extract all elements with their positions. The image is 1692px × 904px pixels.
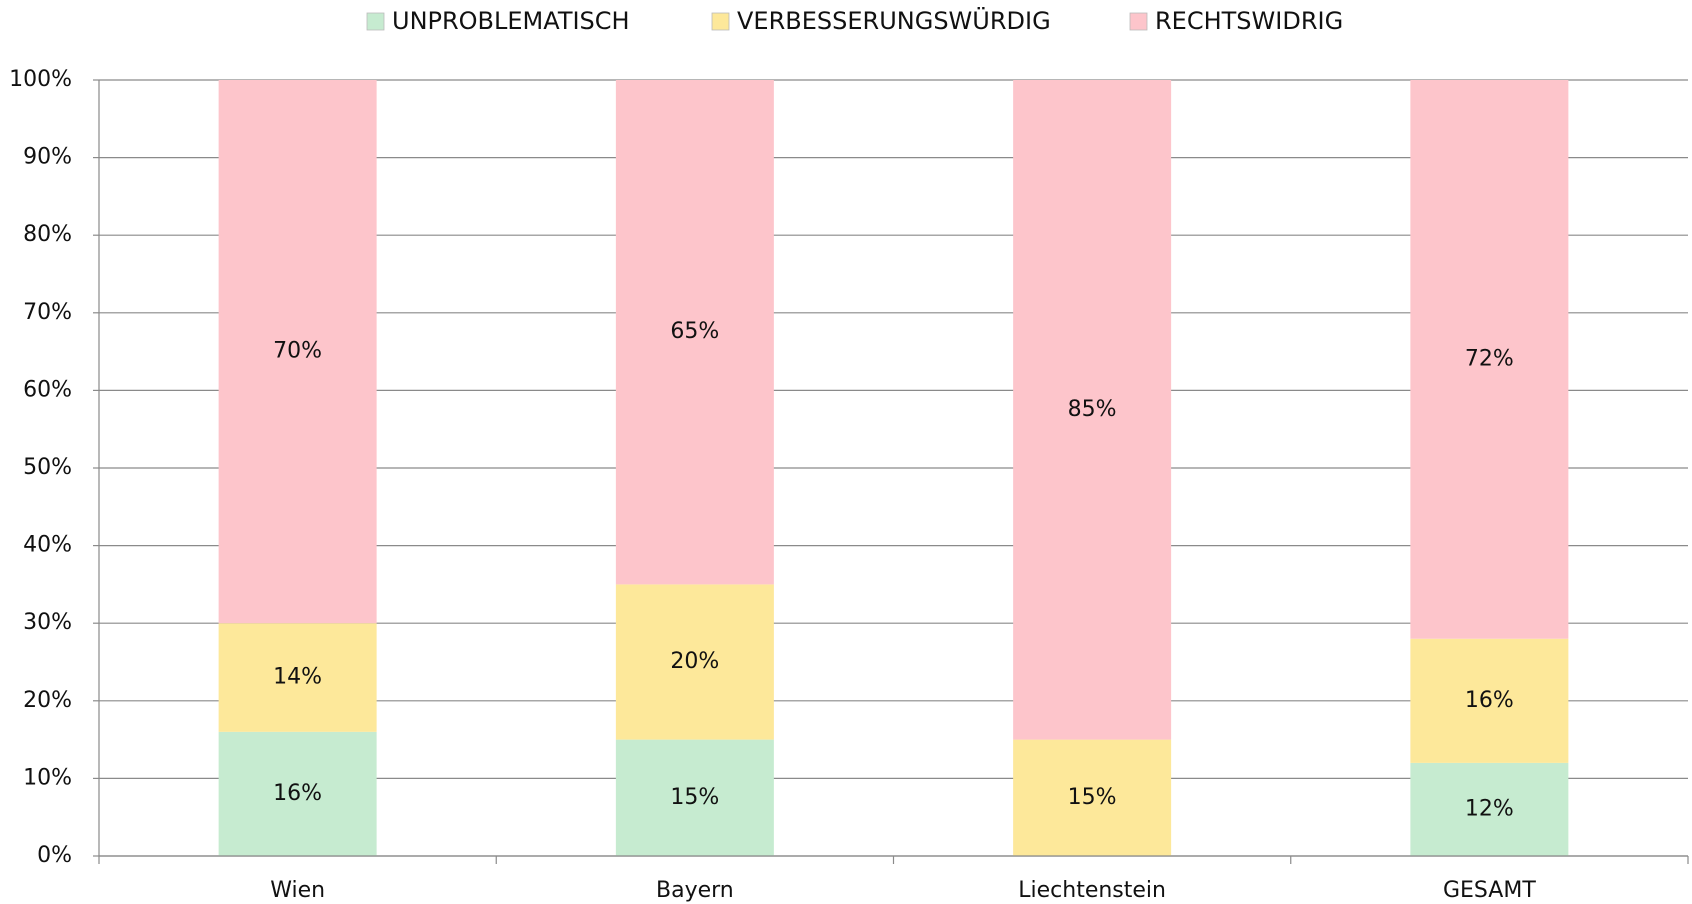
y-tick-label: 70%: [23, 300, 72, 325]
bar-segment: [615, 584, 774, 740]
y-tick-label: 90%: [23, 145, 72, 170]
y-tick-label: 10%: [23, 765, 72, 790]
data-label: 12%: [1465, 796, 1514, 821]
data-label: 14%: [273, 665, 322, 690]
bar-segment: [1410, 80, 1569, 639]
data-label: 70%: [273, 339, 322, 364]
bar-segment: [1013, 80, 1172, 740]
y-tick-label: 80%: [23, 222, 72, 247]
y-tick-label: 60%: [23, 377, 72, 402]
bar-segment: [1410, 762, 1569, 856]
y-tick-label: 0%: [37, 843, 72, 868]
data-label: 16%: [1465, 688, 1514, 713]
y-tick-label: 20%: [23, 688, 72, 713]
x-tick-label: Liechtenstein: [1018, 878, 1166, 903]
legend-swatch: [1129, 12, 1148, 31]
bar-segment: [218, 623, 377, 732]
bar-segment: [615, 739, 774, 856]
data-label: 85%: [1068, 397, 1117, 422]
legend-text: UNPROBLEMATISCH: [392, 7, 630, 35]
y-tick-label: 30%: [23, 610, 72, 635]
data-label: 15%: [1068, 785, 1117, 810]
data-label: 20%: [670, 649, 719, 674]
data-label: 72%: [1465, 346, 1514, 371]
data-label: 16%: [273, 781, 322, 806]
bar-segment: [1013, 739, 1172, 856]
data-label: 15%: [670, 785, 719, 810]
legend-text: RECHTSWIDRIG: [1155, 7, 1343, 35]
x-tick-label: GESAMT: [1443, 878, 1536, 903]
legend-text: VERBESSERUNGSWÜRDIG: [737, 6, 1051, 35]
y-tick-label: 40%: [23, 533, 72, 558]
y-tick-label: 100%: [9, 67, 72, 92]
y-tick-label: 50%: [23, 455, 72, 480]
data-label: 65%: [670, 319, 719, 344]
legend-swatch: [366, 12, 385, 31]
bar-segment: [218, 80, 377, 624]
legend-swatch: [711, 12, 730, 31]
bar-segment: [615, 80, 774, 585]
x-tick-label: Wien: [270, 878, 325, 903]
bar-segment: [1410, 638, 1569, 763]
bar-segment: [218, 731, 377, 856]
x-tick-label: Bayern: [656, 878, 734, 903]
